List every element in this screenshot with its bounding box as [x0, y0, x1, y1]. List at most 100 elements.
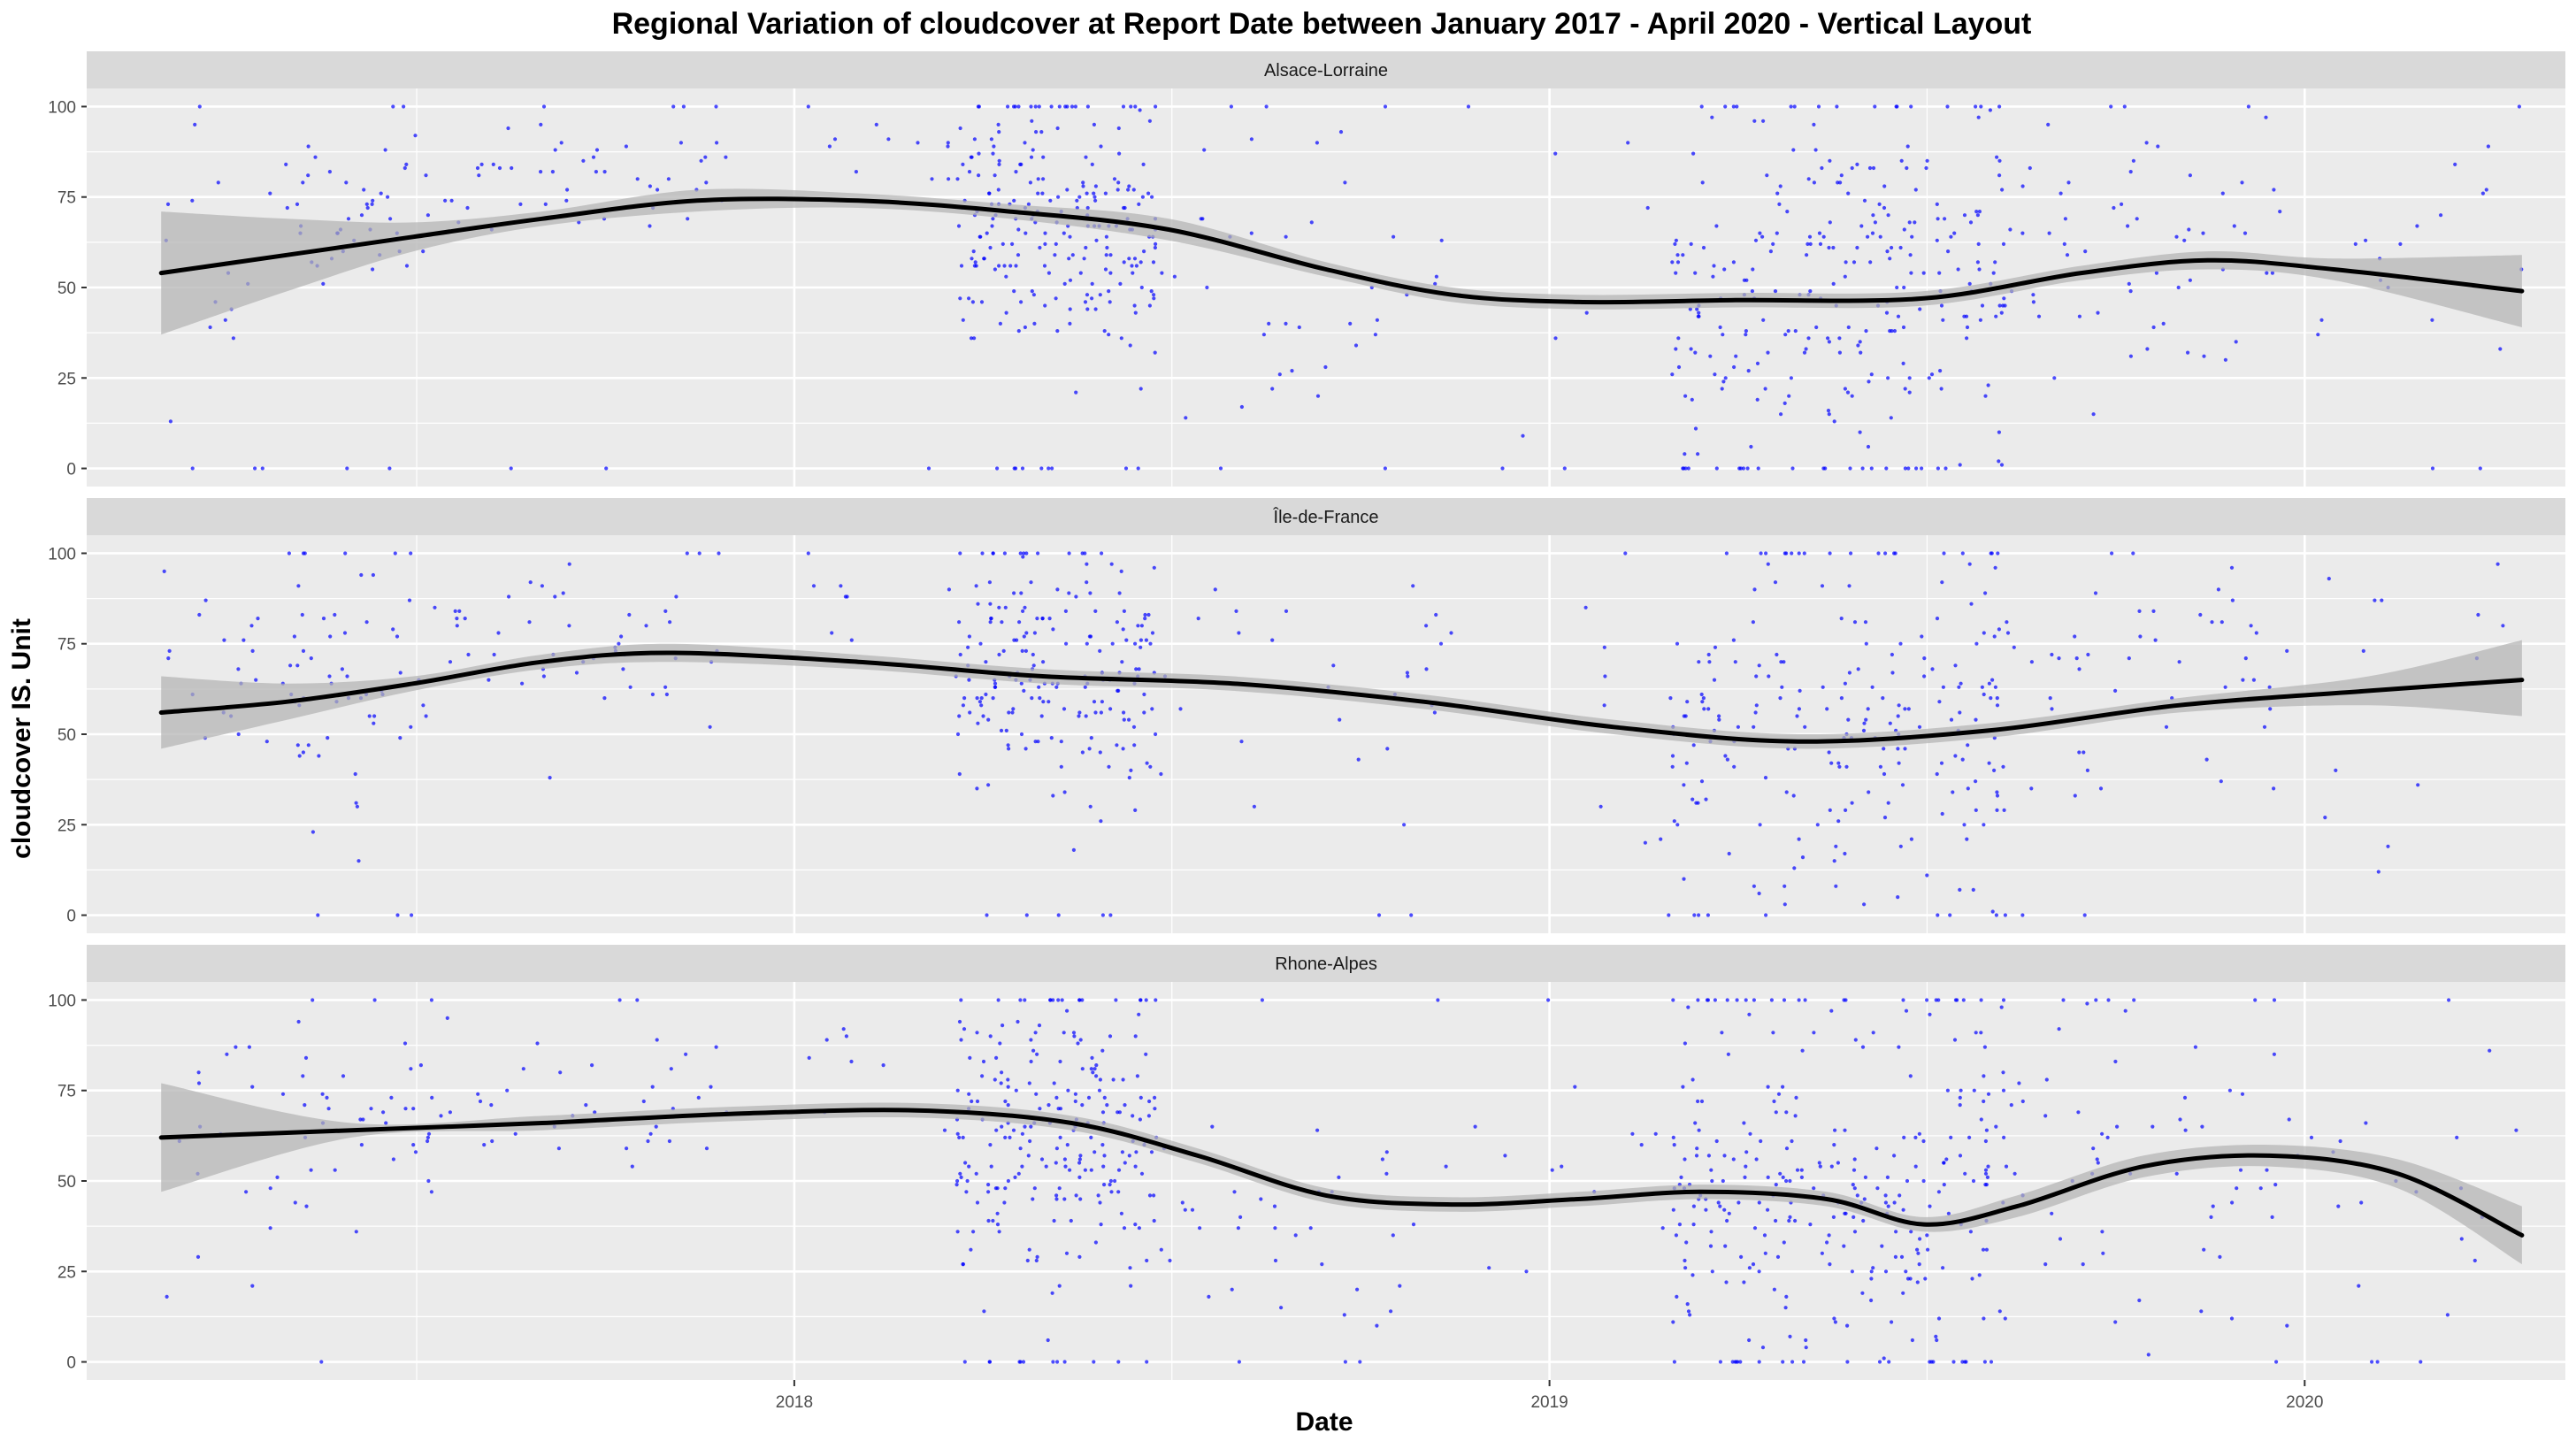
data-point — [292, 634, 296, 639]
data-point — [1092, 1360, 1096, 1364]
data-point — [946, 144, 950, 149]
data-point — [2082, 750, 2086, 755]
data-point — [1844, 260, 1848, 264]
data-point — [849, 638, 854, 642]
data-point — [1100, 1048, 1105, 1053]
data-point — [1845, 1360, 1850, 1364]
data-point — [1936, 1190, 1941, 1194]
data-point — [1839, 696, 1844, 701]
data-point — [1795, 714, 1799, 718]
data-point — [654, 1124, 658, 1129]
data-point — [2484, 188, 2488, 192]
data-point — [974, 584, 978, 588]
data-point — [1837, 764, 1842, 769]
data-point — [1238, 1215, 1243, 1219]
data-point — [1890, 671, 1895, 675]
data-point — [1144, 1052, 1148, 1056]
data-point — [1723, 104, 1728, 109]
data-point — [2359, 1200, 2364, 1205]
data-point — [1041, 177, 1046, 181]
data-point — [2361, 648, 2365, 654]
data-point — [1784, 1294, 1789, 1299]
data-point — [995, 1223, 1000, 1227]
data-point — [985, 231, 989, 235]
data-point — [1866, 234, 1870, 239]
data-point — [832, 137, 838, 142]
data-point — [223, 318, 227, 322]
data-point — [1688, 1313, 1692, 1317]
data-point — [190, 198, 195, 203]
data-point — [1104, 253, 1108, 257]
data-point — [1999, 310, 2004, 315]
data-point — [1774, 1218, 1778, 1223]
data-point — [1813, 148, 1818, 152]
data-point — [995, 1211, 1000, 1215]
data-point — [1738, 1360, 1743, 1364]
data-point — [1856, 667, 1860, 671]
data-point — [1083, 1168, 1087, 1172]
data-point — [1602, 645, 1606, 649]
data-point — [2005, 631, 2011, 635]
data-point — [2265, 1168, 2269, 1172]
data-point — [1754, 1157, 1759, 1162]
data-point — [1730, 1360, 1735, 1364]
data-point — [2242, 231, 2248, 235]
data-point — [1755, 361, 1760, 365]
data-point — [326, 1107, 331, 1111]
data-point — [1985, 1175, 1990, 1179]
data-point — [1213, 587, 1217, 592]
data-point — [1982, 1360, 1987, 1364]
data-point — [1584, 310, 1589, 315]
data-point — [988, 245, 993, 250]
data-point — [216, 180, 220, 185]
data-point — [2109, 104, 2113, 109]
data-point — [1150, 707, 1154, 711]
data-point — [2517, 104, 2521, 109]
data-point — [1833, 1320, 1837, 1324]
data-point — [2254, 631, 2258, 635]
data-point — [1768, 249, 1773, 254]
data-point — [1868, 260, 1873, 264]
data-point — [2043, 1114, 2048, 1118]
data-point — [1645, 205, 1650, 211]
data-point — [1963, 1171, 1967, 1176]
data-point — [1092, 122, 1096, 126]
data-point — [2020, 184, 2025, 188]
data-point — [2128, 170, 2133, 174]
data-point — [1696, 1099, 1700, 1104]
data-point — [1997, 1309, 2002, 1314]
data-point — [1920, 466, 1924, 471]
data-point — [1284, 234, 1288, 239]
data-point — [1124, 638, 1129, 642]
data-point — [1683, 1157, 1687, 1162]
data-point — [528, 580, 533, 585]
data-point — [1751, 1262, 1756, 1267]
data-point — [2000, 188, 2005, 192]
data-point — [2274, 1360, 2279, 1364]
data-point — [1077, 710, 1082, 715]
data-point — [1735, 104, 1739, 109]
data-point — [1007, 710, 1011, 715]
data-point — [1958, 887, 1962, 893]
data-point — [1970, 1276, 1974, 1281]
data-point — [1062, 790, 1067, 794]
data-point — [1757, 891, 1761, 896]
data-point — [958, 1171, 962, 1176]
data-point — [1832, 859, 1836, 863]
data-point — [1913, 1135, 1918, 1139]
data-point — [1085, 293, 1090, 297]
data-point — [1546, 998, 1551, 1002]
data-point — [548, 776, 552, 780]
data-point — [1996, 551, 2000, 556]
data-point — [1820, 584, 1825, 588]
data-point — [1034, 1258, 1039, 1263]
data-point — [1078, 1038, 1083, 1042]
data-point — [1941, 685, 1945, 689]
data-point — [2058, 1237, 2063, 1241]
data-point — [1070, 104, 1075, 109]
data-point — [553, 148, 557, 152]
data-point — [2085, 768, 2089, 773]
data-point — [1820, 1251, 1824, 1255]
data-point — [1946, 249, 1951, 254]
data-point — [1776, 1092, 1782, 1096]
